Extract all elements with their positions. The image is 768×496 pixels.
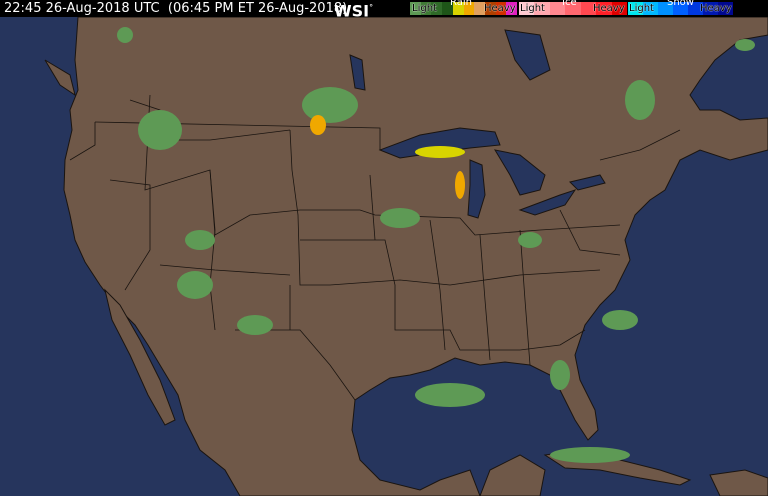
legend-swatch [506,2,518,15]
legend-snow [628,2,733,15]
header-bar: 22:45 26-Aug-2018 UTC (06:45 PM ET 26-Au… [0,0,768,20]
legend-ice [519,2,627,15]
wsi-logo: WSI° [334,0,373,20]
legend-swatch [534,2,550,15]
hispaniola [709,469,768,496]
legend-swatch [549,2,566,15]
lake-huron [493,149,546,196]
lake-nipigon-region [504,29,551,81]
echo [310,115,326,135]
echo [625,80,655,120]
legend-swatch [596,2,612,15]
legend-snow-title: Snow [667,0,694,8]
legend-swatch [452,2,464,15]
legend-ice-title: Ice [562,0,577,8]
echo [518,232,542,248]
echo [185,230,215,250]
legend-rain [410,2,518,15]
timestamp: 22:45 26-Aug-2018 UTC (06:45 PM ET 26-Au… [4,1,348,16]
logo-mark: ° [369,3,374,12]
lake-superior [378,127,501,159]
baja-california [104,288,176,426]
echo [415,383,485,407]
legend-swatch [628,2,643,15]
precipitation-echoes [117,27,755,463]
legend-snow-light: Light [629,3,654,14]
legend-swatch [703,2,718,15]
legend-swatch [420,2,432,15]
echo [380,208,420,228]
legend-swatch [658,2,673,15]
legend-rain-light: Light [412,3,437,14]
legend-swatch [718,2,733,15]
lake-erie [518,189,577,216]
legend-swatch [442,2,453,15]
lake-ontario [569,174,606,191]
legend-swatch [565,2,581,15]
legend-swatch [519,2,535,15]
vancouver-island [44,59,76,97]
echo [138,110,182,150]
legend-swatch [580,2,597,15]
echo [455,171,465,199]
yucatan [479,454,546,496]
legend-swatch [643,2,658,15]
legend-swatch [495,2,507,15]
legend-ice-light: Light [520,3,545,14]
legend-swatch [431,2,443,15]
legend-rain-title: Rain [450,0,472,8]
state-borders [69,94,681,401]
echo [602,310,638,330]
echo [550,360,570,390]
echo [735,39,755,51]
echo [237,315,273,335]
lake-michigan [467,159,486,219]
legend-swatch [484,2,496,15]
legend-rain-heavy: Heavy [484,3,516,14]
legend-swatch [474,2,485,15]
legend-ice-heavy: Heavy [593,3,625,14]
legend-swatch [611,2,627,15]
legend-snow-heavy: Heavy [700,3,732,14]
legend-swatch [410,2,421,15]
logo-text: WSI [334,1,370,21]
echo [550,447,630,463]
great-lakes [349,29,606,219]
legend-swatch [463,2,475,15]
echo [177,271,213,299]
echo [117,27,133,43]
echo [302,87,358,123]
lake-winnipeg [349,54,366,91]
legend-swatch [673,2,688,15]
echo [415,146,465,158]
legend-swatch [688,2,703,15]
